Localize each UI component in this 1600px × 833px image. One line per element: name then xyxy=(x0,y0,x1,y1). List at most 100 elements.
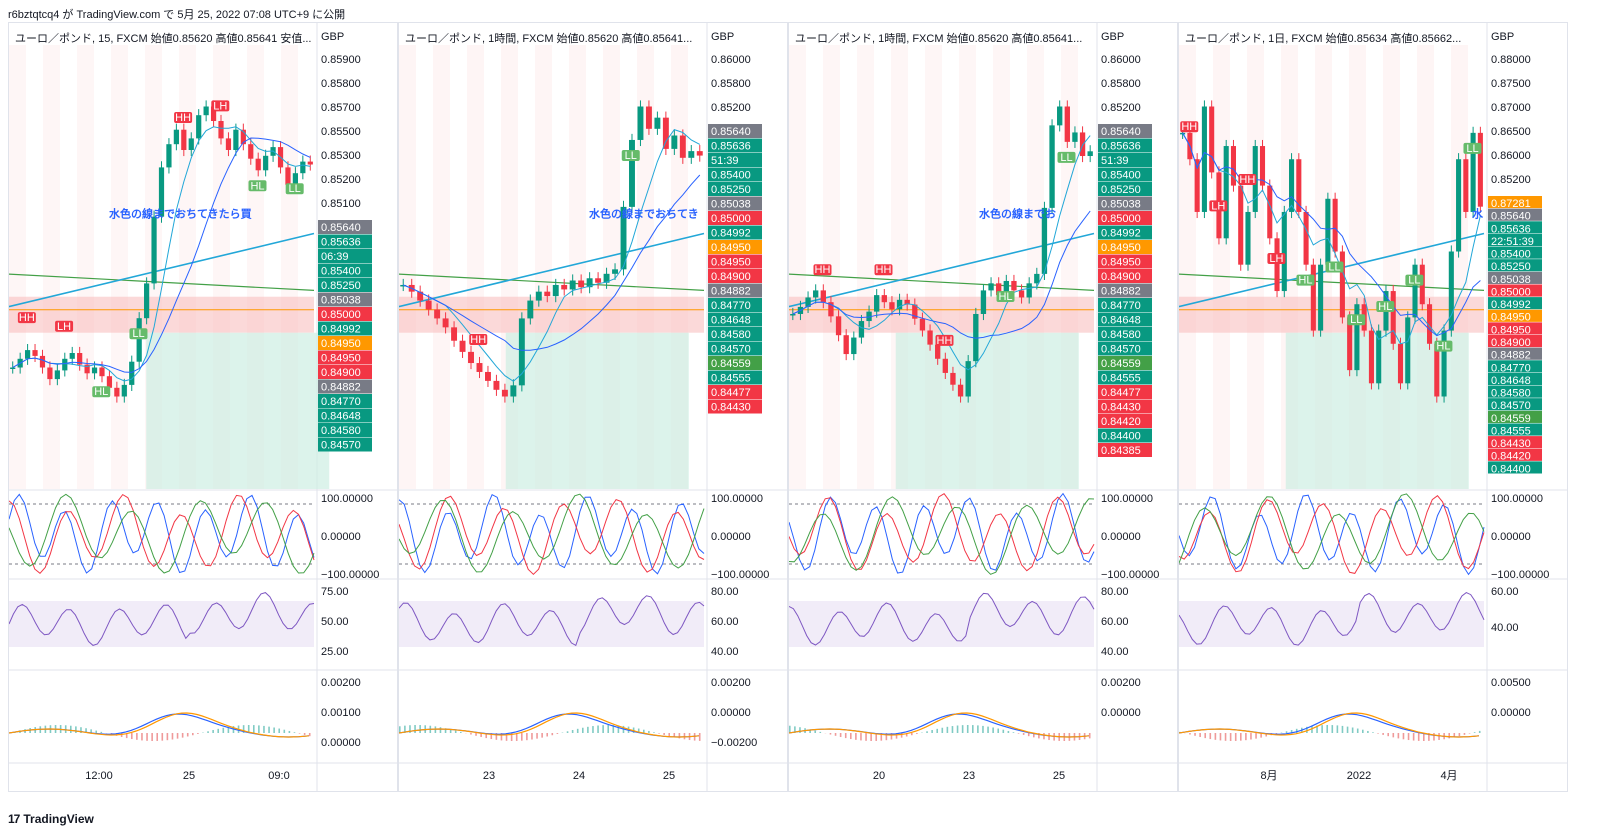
macd-histogram-bar xyxy=(1356,728,1359,733)
chart-panel-3[interactable]: ユーロ／ポンド, 1時間, FXCM 始値0.85620 高値0.85641..… xyxy=(788,22,1178,792)
swing-label-box xyxy=(174,112,193,123)
rsi-band xyxy=(9,601,314,647)
candle-body xyxy=(188,138,194,150)
chart-panel-2[interactable]: ユーロ／ポンド, 1時間, FXCM 始値0.85620 高値0.85641..… xyxy=(398,22,788,792)
macd-histogram-bar xyxy=(156,733,159,741)
macd-histogram-bar xyxy=(1229,733,1232,741)
candle-body xyxy=(1034,273,1040,284)
macd-histogram-bar xyxy=(414,725,416,733)
chart-svg[interactable]: 水色の線までおちてきたら買 HH LH HL LL HH LH HL LL 0.85900 0.85… xyxy=(9,23,397,791)
price-label: 51:39 xyxy=(1101,155,1129,167)
time-tick: 2022 xyxy=(1347,770,1371,782)
swing-label-text: HH xyxy=(470,334,486,346)
swing-label-box xyxy=(129,328,148,340)
moving-average-2 xyxy=(12,137,311,373)
candle-body xyxy=(233,129,239,150)
candle-body xyxy=(927,330,933,345)
swing-label: LL xyxy=(129,328,148,340)
session-stripe xyxy=(789,45,806,489)
swing-label-box xyxy=(1296,274,1315,286)
price-label-box xyxy=(1488,347,1542,360)
candle-body xyxy=(39,355,46,368)
swing-label-text: LL xyxy=(1328,262,1340,274)
candle-body xyxy=(988,283,994,291)
swing-label: HH xyxy=(935,334,954,347)
price-label: 0.84580 xyxy=(1491,388,1531,400)
rsi-tick: 25.00 xyxy=(321,646,349,658)
price-tick: 0.85800 xyxy=(1101,78,1141,90)
candle-body xyxy=(1448,251,1454,331)
candle-body xyxy=(1325,198,1331,265)
chart-svg[interactable]: 水色の線までおちてき HH LL 0.86000 0.85800 0.85200 0.856… xyxy=(399,23,787,791)
macd-histogram-bar xyxy=(576,728,579,733)
price-label: 0.85640 xyxy=(711,126,751,138)
price-label: 0.84950 xyxy=(321,353,361,365)
macd-histogram-bar xyxy=(916,733,918,734)
stoch-tick: 100.00000 xyxy=(1491,493,1543,505)
macd-histogram-bar xyxy=(870,733,872,741)
price-label-box xyxy=(318,394,372,408)
candle-body xyxy=(1223,146,1229,239)
stoch-tick: 100.00000 xyxy=(711,493,763,505)
macd-histogram-bar xyxy=(495,733,498,740)
session-stripe xyxy=(1213,45,1230,489)
candle-body xyxy=(203,106,209,116)
swing-label: LL xyxy=(1057,151,1076,164)
price-label: 0.84900 xyxy=(1491,337,1531,349)
rsi-tick: 40.00 xyxy=(1101,646,1129,658)
macd-histogram-bar xyxy=(1372,732,1374,733)
chart-panel-4[interactable]: ユーロ／ポンド, 1日, FXCM 始値0.85634 高値0.85662...… xyxy=(1178,22,1568,792)
swing-label-text: LH xyxy=(1211,200,1225,212)
chart-svg[interactable]: 水色の線までお HH HH HH HL LL 0.86000 0.85800 0.85200 0.… xyxy=(789,23,1177,791)
macd-tick: 0.00200 xyxy=(321,677,361,689)
time-tick: 09:0 xyxy=(268,770,289,782)
price-label-box xyxy=(318,350,372,365)
macd-histogram-bar xyxy=(475,733,477,736)
swing-label-box xyxy=(935,334,954,346)
macd-histogram-bar xyxy=(1448,733,1451,739)
price-label-box xyxy=(1098,443,1152,457)
swing-label-text: HL xyxy=(1378,301,1392,313)
swing-label-box xyxy=(1463,142,1482,154)
macd-histogram-bar xyxy=(404,725,406,733)
macd-histogram-bar xyxy=(1204,733,1207,739)
chart-svg[interactable]: 水 HH LH HH LH HL LL LL HL LL HL LL 0.88000 0.87500 0.8… xyxy=(1179,23,1567,791)
session-stripe xyxy=(43,45,60,489)
macd-histogram-bar xyxy=(1265,733,1268,737)
candle-body xyxy=(843,335,849,355)
candle-body xyxy=(679,135,686,158)
candle-body xyxy=(1201,106,1207,212)
price-label: 0.84430 xyxy=(1101,402,1141,414)
target-zone xyxy=(505,332,689,489)
macd-histogram-bar xyxy=(212,730,214,733)
price-label-box xyxy=(1488,398,1542,411)
macd-histogram-bar xyxy=(819,731,822,733)
swing-label: HL xyxy=(1376,301,1395,313)
macd-histogram-bar xyxy=(1478,730,1481,733)
macd-histogram-bar xyxy=(1306,726,1308,733)
stoch-tick: 0.00000 xyxy=(1101,531,1141,543)
macd-histogram-bar xyxy=(125,733,128,739)
candle-body xyxy=(476,363,483,372)
price-label: 0.84400 xyxy=(1491,463,1531,475)
candle-body xyxy=(218,121,224,139)
macd-histogram-bar xyxy=(1002,729,1005,733)
macd-histogram-bar xyxy=(181,733,184,738)
candle-body xyxy=(1259,146,1266,186)
candle-body xyxy=(696,151,703,156)
price-label: 0.84770 xyxy=(1491,362,1531,374)
price-label: 0.84570 xyxy=(1101,344,1141,356)
macd-histogram-bar xyxy=(1412,733,1415,741)
candle-body xyxy=(434,309,441,319)
macd-histogram-bar xyxy=(454,730,457,733)
price-tick: 0.86000 xyxy=(711,54,751,66)
macd-histogram-bar xyxy=(911,733,913,736)
price-label-box xyxy=(1488,259,1542,272)
price-label-box xyxy=(318,408,372,423)
candle-body xyxy=(578,280,585,288)
candle-body xyxy=(1477,132,1483,207)
price-label: 0.87281 xyxy=(1491,198,1531,210)
tradingview-footer[interactable]: 17 TradingView xyxy=(8,812,94,826)
moving-average-1 xyxy=(1182,132,1481,345)
chart-panel-1[interactable]: ユーロ／ポンド, 15, FXCM 始値0.85620 高値0.85641 安值… xyxy=(8,22,398,792)
